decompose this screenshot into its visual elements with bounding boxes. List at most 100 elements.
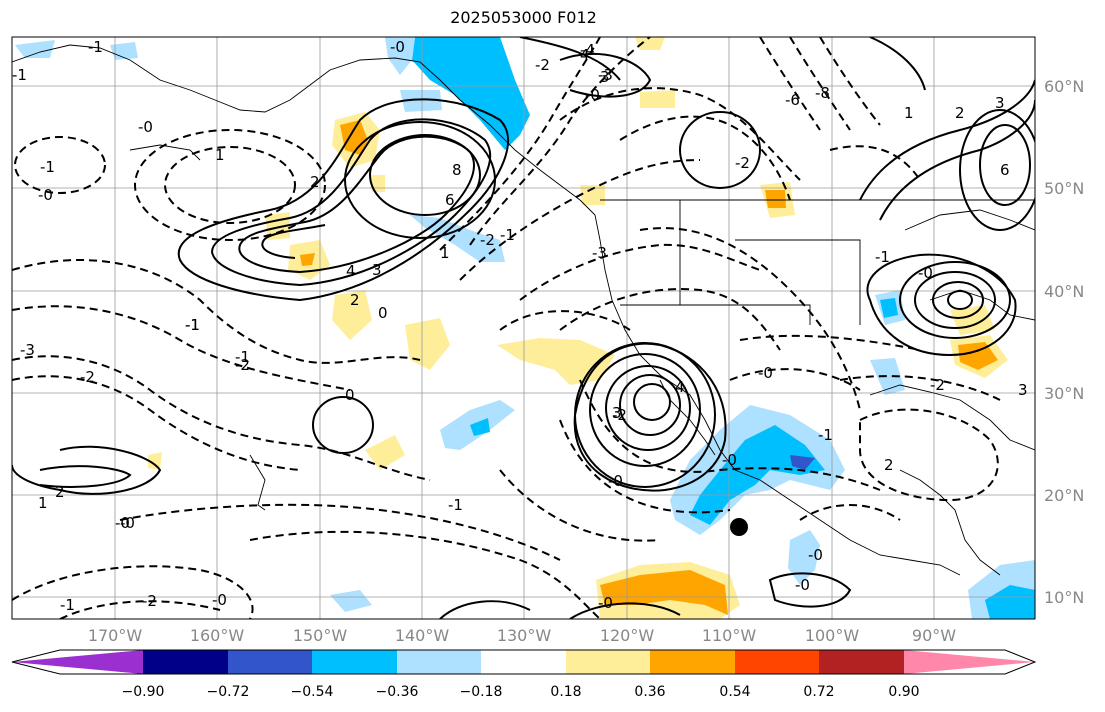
contour-label: -1 xyxy=(875,248,890,266)
contour-label: -1 xyxy=(60,596,75,614)
contour-label: -2 xyxy=(142,592,157,610)
contour-label: -0 xyxy=(795,576,810,594)
contour-label: -1 xyxy=(12,66,27,84)
contour-label: 2 xyxy=(310,173,320,191)
contour-label: -2 xyxy=(535,56,550,74)
contour-label: -0 xyxy=(120,514,135,532)
colorbar-segment xyxy=(312,650,397,674)
lon-label-130w: 130°W xyxy=(496,626,552,645)
contour-label: -0 xyxy=(390,38,405,56)
contour-label: -3 xyxy=(598,66,613,84)
storm-center-dot xyxy=(730,518,748,536)
colorbar-tick: 0.54 xyxy=(719,684,751,700)
contour-label: 0 xyxy=(378,304,388,322)
contour-label: -1 xyxy=(185,316,200,334)
lat-label-60n: 60°N xyxy=(1044,77,1085,96)
colorbar xyxy=(11,649,1037,675)
colorbar-segment xyxy=(481,650,566,674)
contour-label: -2 xyxy=(735,154,750,172)
contour-label: 1 xyxy=(38,494,48,512)
contour-label: -0 xyxy=(608,472,623,490)
contour-labels: -3 -1 -0 -1 1 -1 -0 -1 -2 -0 -2 2 -0 -4 … xyxy=(12,38,1028,614)
colorbar-outline xyxy=(11,649,1037,675)
contour-label: -2 xyxy=(480,231,495,249)
colorbar-tick: 0.72 xyxy=(803,684,835,700)
colorbar-segment xyxy=(566,650,650,674)
coastlines xyxy=(12,44,1035,576)
contour-label: 2 xyxy=(350,291,360,309)
colorbar-segment xyxy=(650,650,735,674)
contour-label: -0 xyxy=(808,546,823,564)
lon-label-120w: 120°W xyxy=(599,626,655,645)
contour-label: -1 xyxy=(185,316,200,334)
contour-label: -4 xyxy=(580,41,595,59)
negative-contours xyxy=(12,37,1001,619)
contour-label: -2 xyxy=(930,376,945,394)
contour-label: -0 xyxy=(115,514,130,532)
contour-label: 3 xyxy=(995,94,1005,112)
contour-label: -6 xyxy=(785,91,800,109)
lat-label-30n: 30°N xyxy=(1044,384,1085,403)
contour-label: 3 xyxy=(372,261,382,279)
colorbar-tick: 0.36 xyxy=(634,684,666,700)
contour-label: 6 xyxy=(1000,161,1010,179)
graticule xyxy=(12,37,1035,619)
colorbar-segment xyxy=(819,650,904,674)
contour-label: 3 xyxy=(612,404,622,422)
colorbar-tick: 0.18 xyxy=(550,684,582,700)
lat-label-20n: 20°N xyxy=(1044,486,1085,505)
lat-label-50n: 50°N xyxy=(1044,179,1085,198)
contour-label: 3 xyxy=(600,68,610,86)
contour-label: -1 xyxy=(500,226,515,244)
contour-label: 6 xyxy=(445,191,455,209)
colorbar-segment xyxy=(735,650,819,674)
contour-label: 0 xyxy=(345,386,355,404)
contour-label: 4 xyxy=(675,378,685,396)
lat-label-40n: 40°N xyxy=(1044,282,1085,301)
contour-label: -0 xyxy=(918,264,933,282)
contour-label: -2 xyxy=(612,406,627,424)
lon-label-150w: 150°W xyxy=(292,626,348,645)
contour-label: -0 xyxy=(598,594,613,612)
lon-label-100w: 100°W xyxy=(804,626,860,645)
contour-label: -0 xyxy=(38,186,53,204)
colorbar-tick: −0.90 xyxy=(121,684,165,700)
contour-label: 2 xyxy=(884,456,894,474)
contour-label: 4 xyxy=(580,46,590,64)
contour-label: -3 xyxy=(592,244,607,262)
colorbar-tick: 0.90 xyxy=(888,684,920,700)
contour-label: 1 xyxy=(904,104,914,122)
lon-label-140w: 140°W xyxy=(394,626,450,645)
contour-label: -1 xyxy=(88,38,103,56)
lon-label-160w: 160°W xyxy=(189,626,245,645)
contour-label: 3 xyxy=(1018,381,1028,399)
contour-label: -2 xyxy=(80,368,95,386)
colorbar-extend-high xyxy=(904,650,1035,674)
colorbar-tick: −0.54 xyxy=(290,684,334,700)
colorbar-segments xyxy=(12,650,1035,674)
colorbar-segment xyxy=(228,650,312,674)
contour-label: 1 xyxy=(440,244,450,262)
contour-label: -0 xyxy=(138,118,153,136)
contour-label: -1 xyxy=(235,348,250,366)
contour-label: 8 xyxy=(452,161,462,179)
contour-label: -0 xyxy=(585,86,600,104)
colorbar-segment xyxy=(143,650,228,674)
contour-label: -8 xyxy=(815,84,830,102)
contour-label: -3 xyxy=(20,341,35,359)
contour-label: 1 xyxy=(215,146,225,164)
contour-label: 2 xyxy=(955,104,965,122)
colorbar-tick: −0.72 xyxy=(206,684,250,700)
plot-frame xyxy=(11,36,1036,620)
colorbar-tick: −0.36 xyxy=(375,684,419,700)
colorbar-tick: −0.18 xyxy=(459,684,503,700)
positive-contours xyxy=(12,37,1035,619)
contour-label: 2 xyxy=(55,483,65,501)
lon-label-90w: 90°W xyxy=(911,626,957,645)
contour-label: -0 xyxy=(722,451,737,469)
lon-label-170w: 170°W xyxy=(87,626,143,645)
contour-label: -0 xyxy=(212,591,227,609)
contour-label: -1 xyxy=(818,426,833,444)
contour-label: -1 xyxy=(448,496,463,514)
